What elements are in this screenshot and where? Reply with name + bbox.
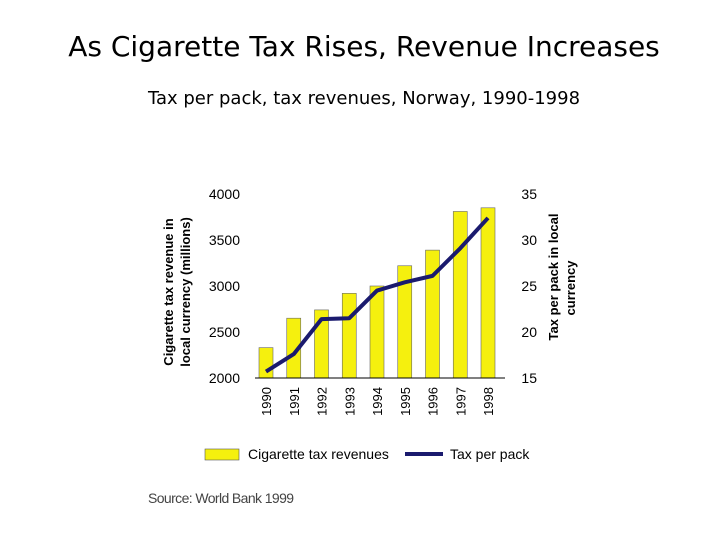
tax-per-pack-line	[264, 216, 490, 374]
left-axis-label-line2: local currency (millions)	[178, 217, 193, 367]
right-tick-label: 25	[521, 278, 537, 294]
legend-label-revenues: Cigarette tax revenues	[248, 446, 389, 462]
left-tick-label: 2000	[209, 370, 240, 386]
left-tick-label: 3000	[209, 278, 240, 294]
bar-1998	[480, 207, 496, 379]
x-tick-label: 1995	[398, 387, 413, 416]
source-note: Source: World Bank 1999	[148, 490, 294, 506]
legend-swatch-revenues	[204, 448, 240, 461]
right-axis-ticks: 15 20 25 30 35	[521, 186, 537, 386]
chart-subtitle: Tax per pack, tax revenues, Norway, 1990…	[147, 88, 581, 109]
x-tick-label: 1991	[287, 387, 302, 416]
left-tick-label: 4000	[209, 186, 240, 202]
x-tick-label: 1998	[481, 387, 496, 416]
left-axis-label-line1: Cigarette tax revenue in	[161, 218, 176, 365]
x-tick-label: 1992	[315, 387, 330, 416]
bar-1990	[258, 347, 274, 379]
bar-1997	[452, 211, 468, 379]
right-tick-label: 35	[521, 186, 537, 202]
chart-title: As Cigarette Tax Rises, Revenue Increase…	[68, 30, 660, 63]
x-tick-label: 1990	[259, 387, 274, 416]
x-axis-ticks: 1990 1991 1992 1993 1994 1995 1996 1997 1998	[259, 387, 496, 416]
left-axis-ticks: 2000 2500 3000 3500 4000	[209, 186, 240, 386]
right-tick-label: 20	[521, 324, 537, 340]
x-tick-label: 1996	[426, 387, 441, 416]
left-tick-label: 2500	[209, 324, 240, 340]
x-tick-label: 1997	[453, 387, 468, 416]
left-tick-label: 3500	[209, 232, 240, 248]
right-tick-label: 30	[521, 232, 537, 248]
x-tick-label: 1994	[370, 387, 385, 416]
legend-label-tax: Tax per pack	[450, 446, 530, 462]
bar-1994	[369, 285, 385, 379]
x-tick-label: 1993	[342, 387, 357, 416]
bar-1993	[341, 293, 357, 379]
right-axis-label-line2: currency	[563, 260, 578, 316]
right-axis-label-line1: Tax per pack in local	[546, 214, 561, 341]
right-tick-label: 15	[521, 370, 537, 386]
